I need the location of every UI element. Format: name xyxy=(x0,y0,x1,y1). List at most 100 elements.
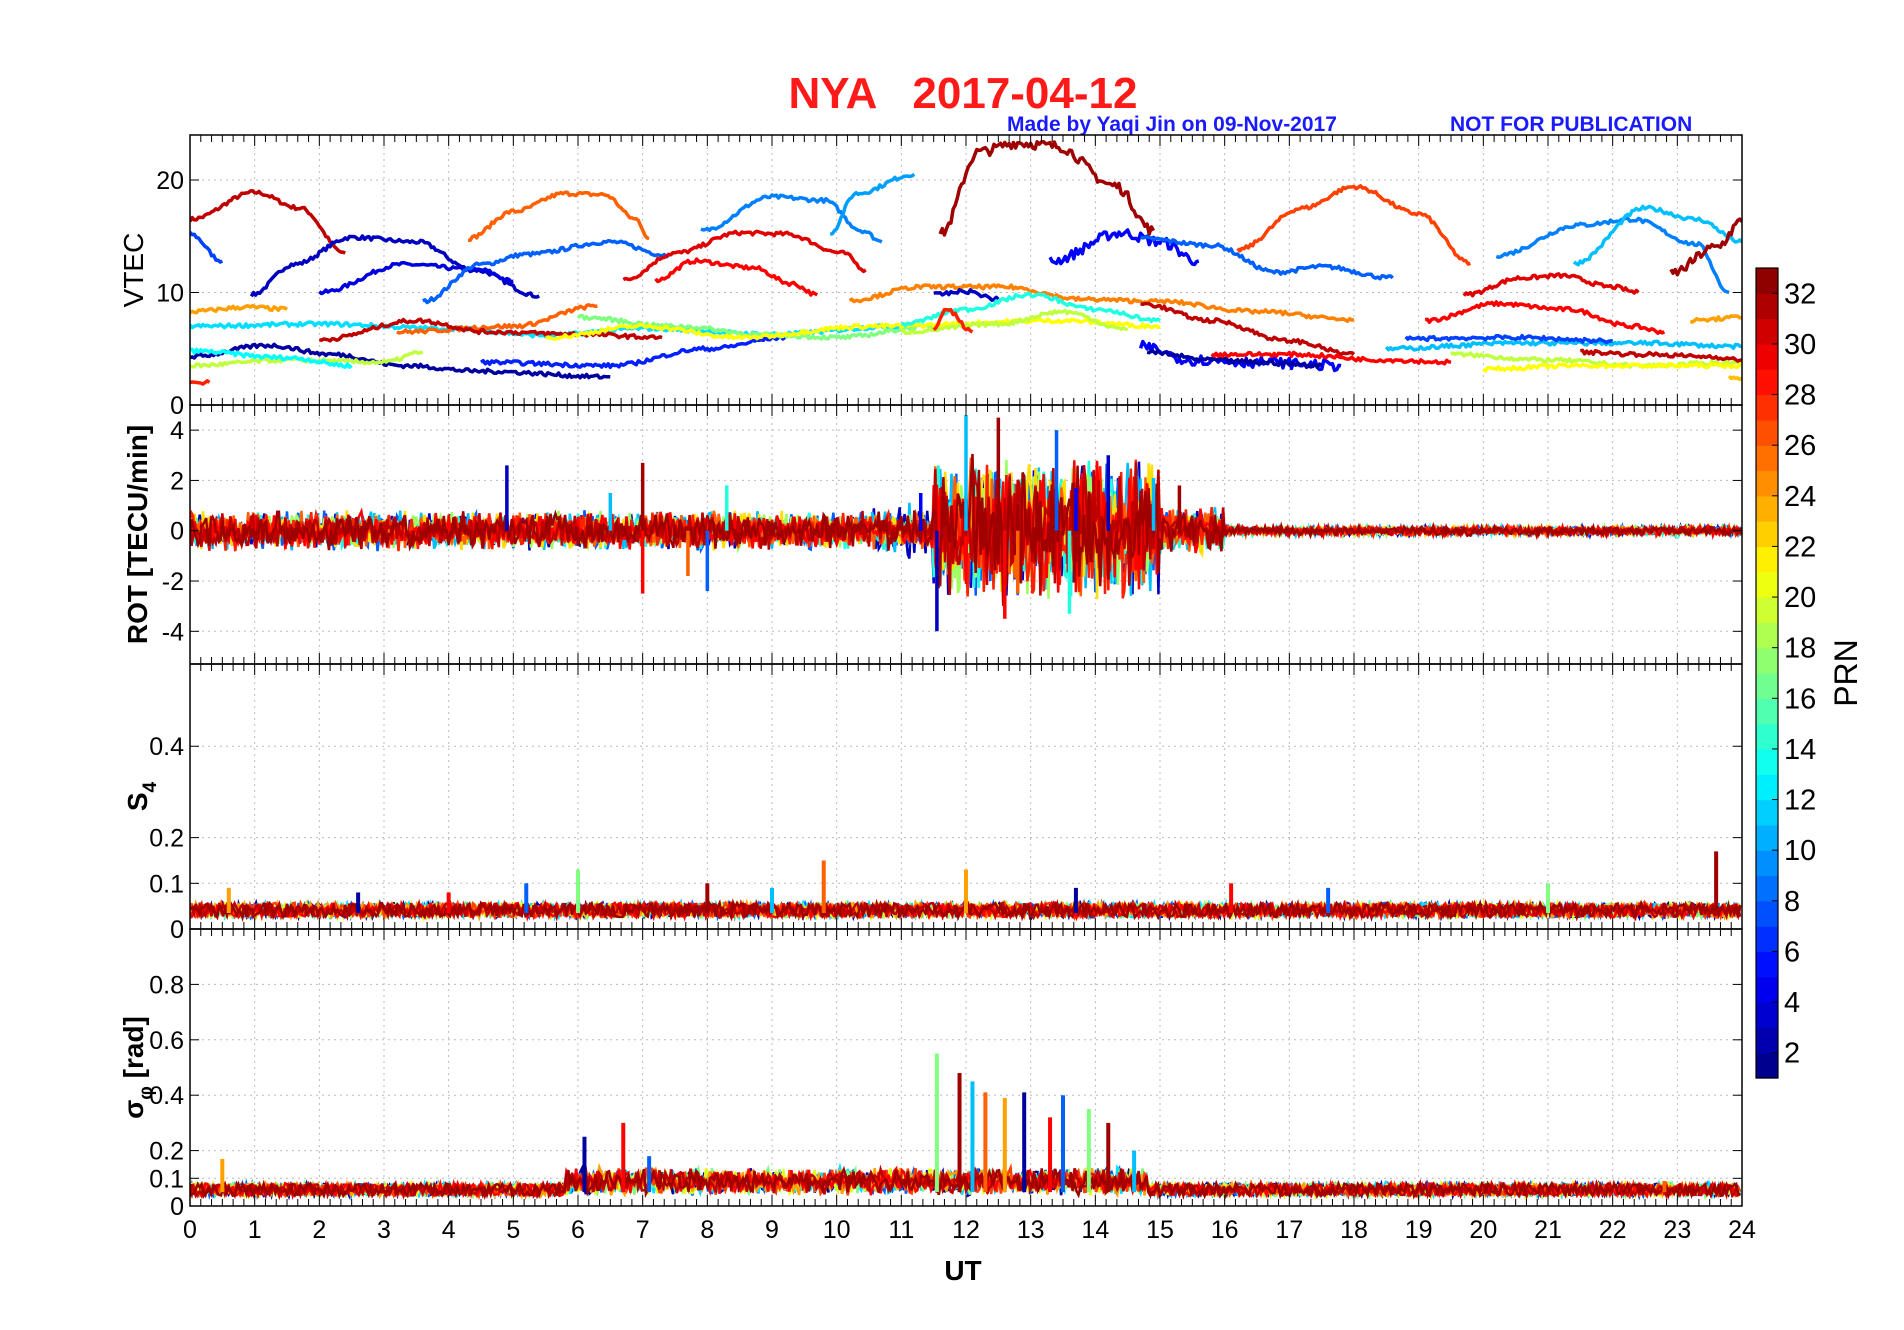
y-tick-label: 0.4 xyxy=(149,733,184,761)
vtec-series-prn-27 xyxy=(1236,184,1471,266)
colorbar-tick-label: 10 xyxy=(1784,835,1816,867)
vtec-series-prn-17 xyxy=(576,313,935,341)
x-tick-label: 20 xyxy=(1469,1216,1497,1244)
x-tick-label: 16 xyxy=(1211,1216,1239,1244)
y-tick-label: -2 xyxy=(162,568,184,596)
x-tick-label: 9 xyxy=(765,1216,779,1244)
x-tick-label: 14 xyxy=(1081,1216,1109,1244)
x-tick-label: 7 xyxy=(636,1216,650,1244)
colorbar-segment xyxy=(1756,394,1778,421)
y-tick-label: -4 xyxy=(162,618,184,646)
vtec-ticks: 0 10 20 xyxy=(156,135,1743,420)
publication-notice: NOT FOR PUBLICATION xyxy=(1450,113,1692,136)
vtec-series-prn-5 xyxy=(1048,228,1200,267)
colorbar-tick-label: 24 xyxy=(1784,481,1816,513)
colorbar-segment xyxy=(1756,419,1778,446)
colorbar-segment xyxy=(1756,875,1778,902)
vtec-series-prn-25 xyxy=(848,283,1355,324)
colorbar-segment xyxy=(1756,698,1778,725)
x-axis-label: UT xyxy=(944,1255,981,1286)
colorbar-segment xyxy=(1756,343,1778,370)
sigphi-grid xyxy=(190,929,1742,1206)
y-tick-label: 0.8 xyxy=(149,971,184,999)
colorbar-segment xyxy=(1756,673,1778,699)
colorbar-segment xyxy=(1756,293,1778,320)
colorbar-tick-label: 20 xyxy=(1784,582,1816,614)
vtec-series-prn-19 xyxy=(1449,351,1742,369)
colorbar-tick-label: 8 xyxy=(1784,886,1800,918)
x-tick-label: 10 xyxy=(823,1216,851,1244)
x-tick-label: 22 xyxy=(1599,1216,1627,1244)
colorbar-segment xyxy=(1756,900,1778,927)
colorbar-segment xyxy=(1756,597,1778,623)
colorbar-segment xyxy=(1756,495,1778,522)
x-tick-label: 3 xyxy=(377,1216,391,1244)
vtec-series-prn-31 xyxy=(190,189,346,255)
y-tick-label: 20 xyxy=(156,167,184,195)
colorbar-tick-label: 2 xyxy=(1784,1038,1800,1070)
y-tick-label: 0 xyxy=(170,518,184,546)
vtec-data xyxy=(190,140,1742,386)
x-tick-label: 23 xyxy=(1663,1216,1691,1244)
vtec-series-prn-32 xyxy=(1669,217,1742,277)
s4-ticks: 0 0.1 0.2 0.4 xyxy=(149,664,1743,944)
y-tick-label: 0.6 xyxy=(149,1027,184,1055)
credit-text: Made by Yaqi Jin on 09-Nov-2017 xyxy=(1007,113,1337,136)
colorbar-segment xyxy=(1756,774,1778,801)
colorbar-segment xyxy=(1756,748,1778,775)
vtec-series-prn-11 xyxy=(1384,339,1742,352)
colorbar-segment xyxy=(1756,470,1778,497)
colorbar-tick-label: 16 xyxy=(1784,683,1816,715)
colorbar-tick-label: 26 xyxy=(1784,430,1816,462)
vtec-series-prn-11 xyxy=(1572,204,1742,267)
x-tick-label: 12 xyxy=(952,1216,980,1244)
colorbar-segment xyxy=(1756,850,1778,877)
x-tick-label: 1 xyxy=(248,1216,262,1244)
colorbar-tick-label: 14 xyxy=(1784,734,1816,766)
colorbar-tick-label: 30 xyxy=(1784,329,1816,361)
y-tick-label: 2 xyxy=(170,467,184,495)
vtec-series-prn-31 xyxy=(1140,301,1356,357)
vtec-series-prn-10 xyxy=(829,172,916,236)
vtec-series-prn-28 xyxy=(932,307,974,334)
x-axis: 0 1 2 3 4 5 6 7 8 9 10 11 12 13 14 15 16 17 18 19 20 21 22 23 24 xyxy=(183,1216,1756,1244)
vtec-series-prn-8 xyxy=(422,238,670,305)
vtec-series-prn-31 xyxy=(318,317,663,343)
colorbar-segment xyxy=(1756,976,1778,1003)
sigphi-series-prn-31 xyxy=(190,1164,1741,1201)
colorbar-frame xyxy=(1755,267,1779,1079)
rot-data xyxy=(190,415,1742,632)
vtec-series-prn-24 xyxy=(190,303,288,315)
sigphi-data xyxy=(190,1053,1742,1201)
colorbar-segment xyxy=(1756,369,1778,396)
vtec-series-prn-31 xyxy=(1579,348,1742,363)
vtec-series-prn-6 xyxy=(480,334,786,370)
colorbar-tick-label: 18 xyxy=(1784,633,1816,665)
colorbar-segment xyxy=(1756,268,1778,294)
rot-y-label: ROT [TECU/min] xyxy=(122,425,153,644)
vtec-series-prn-32 xyxy=(938,140,1156,237)
x-tick-label: 4 xyxy=(442,1216,456,1244)
colorbar-segment xyxy=(1756,521,1778,548)
colorbar-tick-label: 32 xyxy=(1784,278,1816,310)
vtec-series-prn-7 xyxy=(1404,333,1613,345)
colorbar-segment xyxy=(1756,951,1778,978)
x-tick-label: 6 xyxy=(571,1216,585,1244)
colorbar-segment xyxy=(1756,318,1778,345)
vtec-series-prn-8 xyxy=(1139,235,1394,281)
colorbar-tick-label: 28 xyxy=(1784,380,1816,412)
x-tick-label: 24 xyxy=(1728,1216,1756,1244)
x-tick-label: 0 xyxy=(183,1216,197,1244)
y-tick-label: 0 xyxy=(170,916,184,944)
colorbar-segment xyxy=(1756,622,1778,649)
vtec-series-prn-29 xyxy=(1424,300,1666,335)
vtec-series-prn-30 xyxy=(1462,272,1640,298)
vtec-series-prn-23 xyxy=(1727,374,1742,382)
panel-vtec: 0 10 20 VTEC xyxy=(118,134,1743,420)
colorbar-label: PRN xyxy=(1828,639,1864,707)
y-tick-label: 10 xyxy=(156,280,184,308)
vtec-series-prn-28 xyxy=(190,379,211,386)
y-tick-label: 0.4 xyxy=(149,1082,184,1110)
